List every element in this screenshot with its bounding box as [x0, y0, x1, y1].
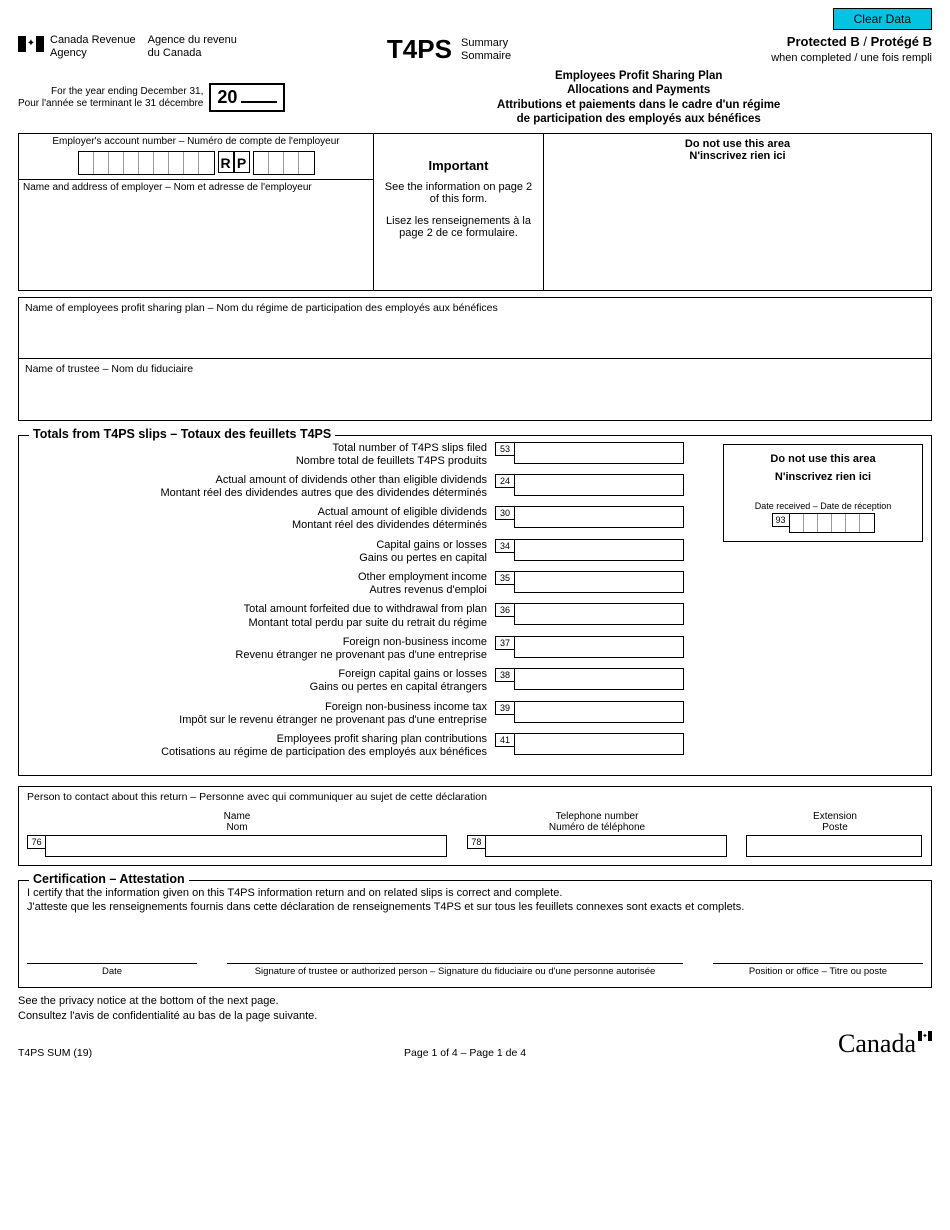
contact-title: Person to contact about this return – Pe…: [27, 791, 923, 803]
signature-date[interactable]: Date: [27, 963, 197, 977]
amount-input[interactable]: [514, 539, 684, 561]
canada-wordmark: Canada ✦: [838, 1029, 932, 1059]
amount-input[interactable]: [514, 571, 684, 593]
protected-marking: Protected B / Protégé B when completed /…: [771, 34, 932, 64]
year-row: For the year ending December 31,Pour l'a…: [18, 69, 932, 127]
canada-flag-icon: ✦: [918, 1031, 932, 1041]
signature-line[interactable]: Signature of trustee or authorized perso…: [227, 963, 683, 977]
date-received-label: Date received – Date de réception: [732, 501, 914, 511]
contact-name-label: NameNom: [27, 811, 447, 833]
important-panel: Important See the information on page 2 …: [374, 134, 544, 290]
footer-notes: See the privacy notice at the bottom of …: [18, 994, 932, 1023]
employer-name-label: Name and address of employer – Nom et ad…: [19, 179, 373, 195]
plan-name-label: Name of employees profit sharing plan – …: [25, 302, 498, 314]
totals-label: Foreign capital gains or lossesGains ou …: [27, 668, 495, 694]
position-line[interactable]: Position or office – Titre ou poste: [713, 963, 923, 977]
totals-row: Other employment incomeAutres revenus d'…: [27, 571, 923, 597]
totals-fieldset: Totals from T4PS slips – Totaux des feui…: [18, 435, 932, 777]
footer-row: T4PS SUM (19) Page 1 of 4 – Page 1 de 4 …: [18, 1029, 932, 1059]
box-number: 35: [495, 571, 515, 585]
totals-row: Foreign non-business incomeRevenu étrang…: [27, 636, 923, 662]
totals-label: Actual amount of dividends other than el…: [27, 474, 495, 500]
do-not-use-side: Do not use this area N'inscrivez rien ic…: [723, 444, 923, 542]
totals-row: Foreign non-business income taxImpôt sur…: [27, 701, 923, 727]
top-section: Employer's account number – Numéro de co…: [18, 133, 932, 291]
amount-input[interactable]: [514, 668, 684, 690]
totals-label: Actual amount of eligible dividendsMonta…: [27, 506, 495, 532]
cert-text-en: I certify that the information given on …: [27, 887, 923, 899]
amount-input[interactable]: [514, 603, 684, 625]
totals-label: Employees profit sharing plan contributi…: [27, 733, 495, 759]
amount-input[interactable]: [514, 506, 684, 528]
totals-row: Employees profit sharing plan contributi…: [27, 733, 923, 759]
year-label: For the year ending December 31,Pour l'a…: [18, 86, 203, 110]
box-number: 38: [495, 668, 515, 682]
page-number: Page 1 of 4 – Page 1 de 4: [404, 1047, 526, 1059]
year-box[interactable]: 20: [209, 83, 285, 112]
contact-name-input[interactable]: 76: [27, 835, 447, 857]
totals-legend: Totals from T4PS slips – Totaux des feui…: [29, 427, 335, 441]
box-number: 39: [495, 701, 515, 715]
amount-input[interactable]: [514, 733, 684, 755]
box-number: 24: [495, 474, 515, 488]
summary-label: SummarySommaire: [461, 37, 511, 61]
totals-row: Total amount forfeited due to withdrawal…: [27, 603, 923, 629]
account-number-input[interactable]: RP: [19, 149, 373, 179]
certification-fieldset: Certification – Attestation I certify th…: [18, 880, 932, 988]
totals-label: Capital gains or lossesGains ou pertes e…: [27, 539, 495, 565]
agency-fr: Agence du revenudu Canada: [148, 34, 237, 60]
totals-label: Other employment incomeAutres revenus d'…: [27, 571, 495, 597]
employer-name-input[interactable]: [19, 195, 373, 290]
amount-input[interactable]: [514, 701, 684, 723]
form-title: Employees Profit Sharing Plan Allocation…: [285, 69, 932, 127]
totals-label: Foreign non-business income taxImpôt sur…: [27, 701, 495, 727]
box-number: 36: [495, 603, 515, 617]
contact-tel-input[interactable]: 78: [467, 835, 727, 857]
trustee-label: Name of trustee – Nom du fiduciaire: [25, 363, 193, 375]
contact-box: Person to contact about this return – Pe…: [18, 786, 932, 866]
amount-input[interactable]: [514, 442, 684, 464]
account-number-label: Employer's account number – Numéro de co…: [19, 134, 373, 149]
totals-label: Total amount forfeited due to withdrawal…: [27, 603, 495, 629]
box-number: 53: [495, 442, 515, 456]
totals-row: Capital gains or lossesGains ou pertes e…: [27, 539, 923, 565]
form-code: T4PS: [387, 34, 452, 65]
header: ✦ Canada RevenueAgency Agence du revenud…: [18, 34, 932, 65]
trustee-box[interactable]: Name of trustee – Nom du fiduciaire: [18, 359, 932, 421]
contact-tel-label: Telephone numberNuméro de téléphone: [467, 811, 727, 833]
box-number: 30: [495, 506, 515, 520]
totals-label: Foreign non-business incomeRevenu étrang…: [27, 636, 495, 662]
clear-data-button[interactable]: Clear Data: [833, 8, 932, 30]
contact-ext-label: ExtensionPoste: [747, 811, 923, 833]
box-number: 37: [495, 636, 515, 650]
cert-text-fr: J'atteste que les renseignements fournis…: [27, 901, 923, 913]
totals-row: Foreign capital gains or lossesGains ou …: [27, 668, 923, 694]
canada-flag-icon: ✦: [18, 36, 44, 52]
totals-label: Total number of T4PS slips filedNombre t…: [27, 442, 495, 468]
date-received-input[interactable]: 93: [732, 513, 914, 533]
amount-input[interactable]: [514, 636, 684, 658]
gov-flag-block: ✦ Canada RevenueAgency Agence du revenud…: [18, 34, 237, 60]
agency-en: Canada RevenueAgency: [50, 34, 136, 60]
box-number: 41: [495, 733, 515, 747]
certification-legend: Certification – Attestation: [29, 872, 189, 886]
contact-ext-input[interactable]: [747, 835, 923, 857]
plan-name-box[interactable]: Name of employees profit sharing plan – …: [18, 297, 932, 359]
box-number: 34: [495, 539, 515, 553]
amount-input[interactable]: [514, 474, 684, 496]
form-id: T4PS SUM (19): [18, 1047, 92, 1059]
do-not-use-area: Do not use this area N'inscrivez rien ic…: [544, 134, 931, 290]
